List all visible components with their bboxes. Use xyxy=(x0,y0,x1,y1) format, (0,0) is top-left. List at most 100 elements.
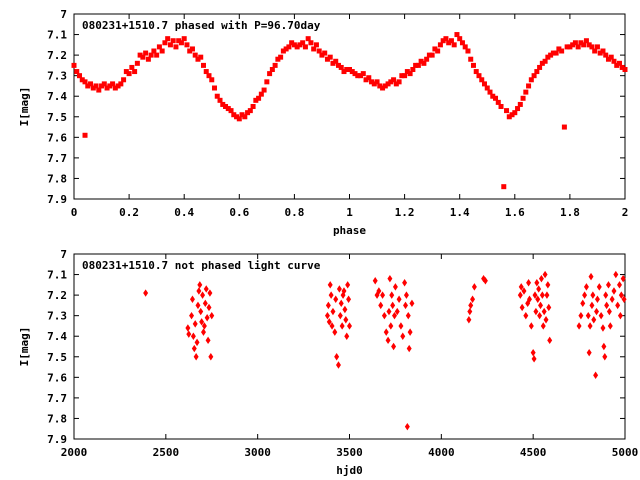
data-point xyxy=(570,42,576,48)
data-point xyxy=(337,311,343,320)
data-point xyxy=(391,77,397,83)
data-point xyxy=(74,69,80,75)
data-point xyxy=(196,287,202,295)
y-tick-label: 7.4 xyxy=(47,90,67,103)
data-point xyxy=(518,283,524,291)
data-point xyxy=(380,85,386,91)
data-point xyxy=(181,36,187,42)
data-point xyxy=(501,184,507,190)
data-point xyxy=(192,320,198,328)
data-point xyxy=(340,291,346,299)
data-point xyxy=(410,67,416,72)
data-point xyxy=(159,48,165,54)
data-point xyxy=(424,56,430,62)
data-point xyxy=(250,104,256,109)
data-point xyxy=(200,291,206,299)
data-point xyxy=(186,330,192,338)
y-tick-label: 7.8 xyxy=(47,412,67,425)
data-point xyxy=(470,295,476,303)
data-point xyxy=(402,279,408,287)
x-tick-label: 0.2 xyxy=(119,206,139,219)
data-point xyxy=(167,42,173,48)
x-tick-label: 1.8 xyxy=(560,206,580,219)
data-point xyxy=(521,287,527,295)
data-point xyxy=(189,46,195,52)
data-point xyxy=(374,291,380,299)
data-point xyxy=(413,62,419,68)
x-tick-label: 4000 xyxy=(428,446,455,459)
data-point xyxy=(578,311,584,320)
data-point xyxy=(583,38,589,44)
data-point xyxy=(198,307,204,316)
data-point xyxy=(530,348,536,357)
y-axis-title: I[mag] xyxy=(18,87,31,127)
data-point xyxy=(129,64,135,70)
data-point xyxy=(185,324,191,332)
data-point xyxy=(206,303,212,312)
data-point xyxy=(335,62,341,68)
data-point xyxy=(203,69,209,75)
data-point xyxy=(107,83,113,89)
data-point xyxy=(396,295,402,303)
data-point xyxy=(495,99,501,105)
data-point xyxy=(590,291,596,299)
data-point xyxy=(591,316,597,324)
data-point xyxy=(606,307,612,316)
data-point xyxy=(589,44,595,50)
data-point xyxy=(366,75,372,81)
data-point xyxy=(245,110,251,116)
data-point xyxy=(539,60,545,66)
data-point xyxy=(82,132,88,138)
data-point xyxy=(559,48,565,54)
data-point xyxy=(209,311,215,320)
data-point xyxy=(490,93,496,99)
data-point xyxy=(291,42,297,48)
x-tick-label: 2500 xyxy=(153,446,180,459)
data-point xyxy=(457,36,463,42)
data-point xyxy=(193,353,199,361)
data-point xyxy=(615,301,621,310)
data-point xyxy=(396,79,402,85)
data-point xyxy=(517,101,523,107)
data-point xyxy=(386,307,392,316)
data-point xyxy=(327,281,333,289)
data-point xyxy=(611,287,617,295)
data-point xyxy=(594,307,600,316)
data-point xyxy=(148,52,154,58)
data-point xyxy=(553,50,559,56)
data-point xyxy=(308,40,314,46)
data-point xyxy=(603,52,609,58)
data-point xyxy=(538,301,543,310)
y-tick-label: 7.7 xyxy=(47,392,67,405)
data-point xyxy=(404,69,410,75)
y-tick-label: 7.5 xyxy=(47,111,67,124)
data-point xyxy=(343,316,349,324)
data-point xyxy=(143,50,149,56)
data-point xyxy=(371,81,377,87)
data-point xyxy=(115,83,121,89)
y-tick-label: 7 xyxy=(60,8,67,21)
data-point xyxy=(564,44,570,50)
data-point xyxy=(546,303,552,312)
data-point xyxy=(603,291,609,299)
data-point xyxy=(547,336,553,345)
data-point xyxy=(363,77,369,83)
data-point xyxy=(506,114,512,120)
data-point xyxy=(378,301,384,310)
data-point xyxy=(176,38,182,44)
data-point xyxy=(275,56,281,62)
data-point xyxy=(576,322,582,330)
data-point xyxy=(468,301,474,310)
data-point xyxy=(608,54,614,60)
data-point xyxy=(199,318,205,326)
data-point xyxy=(239,112,245,118)
data-point xyxy=(526,83,532,89)
data-point xyxy=(383,328,389,336)
data-point xyxy=(264,79,270,85)
plot-frame xyxy=(73,253,626,440)
data-point xyxy=(77,73,83,79)
data-point xyxy=(545,281,551,289)
data-point xyxy=(165,36,171,42)
data-point xyxy=(621,295,627,303)
